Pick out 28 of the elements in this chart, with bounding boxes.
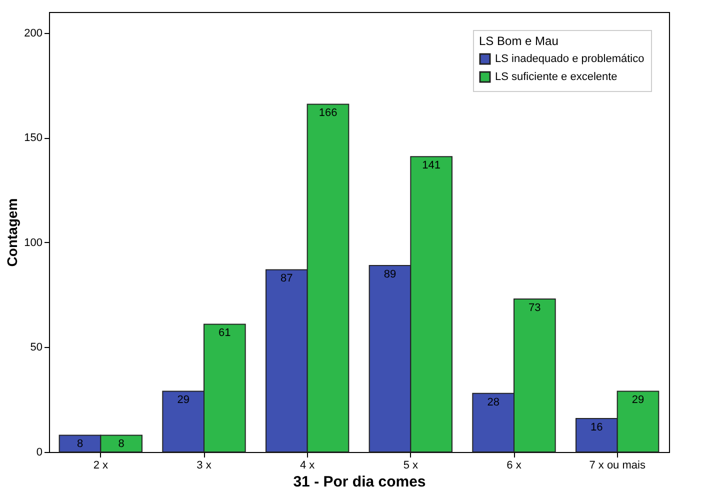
data-label: 8: [76, 438, 84, 450]
data-label: 29: [177, 394, 190, 406]
y-tick-label: 0: [36, 446, 42, 458]
x-tick-label: 3 x: [196, 460, 212, 472]
data-label: 73: [528, 302, 541, 314]
legend-label: LS inadequado e problemático: [495, 53, 644, 65]
data-label: 141: [422, 160, 441, 172]
data-label: 61: [218, 327, 231, 340]
data-label: 8: [118, 438, 124, 450]
x-tick-label: 2 x: [93, 460, 108, 472]
data-label: 89: [384, 268, 396, 281]
data-label: 28: [487, 396, 500, 408]
legend-label: LS suficiente e excelente: [495, 71, 618, 83]
x-tick-label: 6 x: [506, 460, 522, 472]
data-label: 166: [318, 107, 338, 120]
data-label: 16: [590, 421, 603, 434]
y-tick-label: 150: [24, 132, 42, 144]
legend-title: LS Bom e Mau: [479, 34, 558, 48]
data-label: 29: [632, 394, 644, 406]
y-axis-title: Contagem: [4, 198, 20, 267]
data-label: 87: [280, 272, 293, 285]
y-tick-label: 100: [24, 236, 42, 249]
x-tick-label: 4 x: [300, 460, 316, 472]
y-tick-label: 200: [24, 27, 42, 40]
y-tick-label: 50: [30, 342, 42, 354]
x-axis-title: 31 - Por dia comes: [293, 474, 426, 490]
x-tick-label: 5 x: [403, 460, 418, 472]
x-tick-label: 7 x ou mais: [589, 460, 646, 472]
